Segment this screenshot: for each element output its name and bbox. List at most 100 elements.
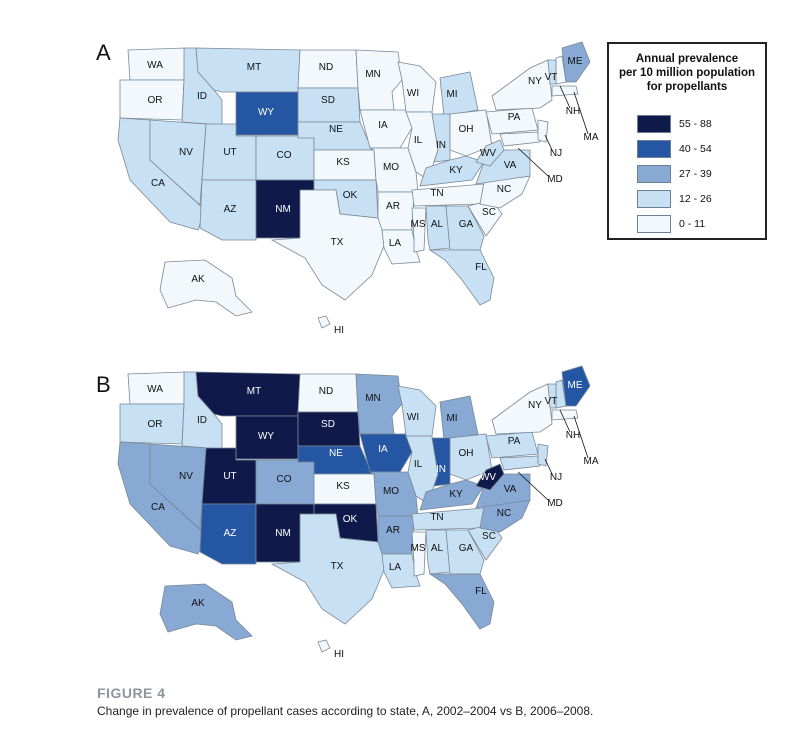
state-md bbox=[499, 131, 541, 147]
state-label-tx: TX bbox=[331, 561, 344, 572]
state-label-nd: ND bbox=[319, 386, 333, 397]
state-label-ny: NY bbox=[528, 76, 542, 87]
state-ak bbox=[159, 259, 253, 317]
state-label-tn: TN bbox=[430, 188, 443, 199]
state-label-me: ME bbox=[568, 56, 583, 67]
state-oh bbox=[449, 109, 493, 157]
state-label-ca: CA bbox=[151, 178, 165, 189]
state-label-mi: MI bbox=[446, 89, 457, 100]
leader-line-ma bbox=[573, 91, 589, 135]
state-label-nm: NM bbox=[275, 528, 291, 539]
state-wv bbox=[475, 463, 505, 491]
state-mn bbox=[355, 373, 403, 435]
state-label-or: OR bbox=[148, 95, 163, 106]
state-tx bbox=[270, 513, 389, 625]
state-label-ok: OK bbox=[343, 514, 358, 525]
state-label-fl: FL bbox=[475, 262, 487, 273]
legend-title-line: for propellants bbox=[646, 81, 728, 93]
state-label-az: AZ bbox=[224, 528, 237, 539]
state-wi bbox=[397, 61, 437, 113]
state-wi bbox=[397, 385, 437, 437]
figure-label: FIGURE 4 bbox=[97, 685, 166, 701]
state-label-vt: VT bbox=[545, 396, 558, 407]
state-label-me: ME bbox=[568, 380, 583, 391]
state-label-mn: MN bbox=[365, 69, 381, 80]
state-ia bbox=[359, 109, 413, 149]
state-label-la: LA bbox=[389, 562, 402, 573]
state-label-or: OR bbox=[148, 419, 163, 430]
leader-line-nj bbox=[544, 134, 554, 153]
state-label-wv: WV bbox=[480, 148, 496, 159]
state-label-ks: KS bbox=[336, 157, 350, 168]
leader-line-md bbox=[517, 147, 549, 177]
state-md bbox=[499, 455, 541, 471]
state-label-mt: MT bbox=[247, 386, 261, 397]
state-me bbox=[561, 41, 591, 83]
state-label-wa: WA bbox=[147, 60, 163, 71]
state-label-az: AZ bbox=[224, 204, 237, 215]
state-fl bbox=[428, 249, 495, 306]
state-label-hi: HI bbox=[334, 649, 344, 660]
state-nv bbox=[149, 443, 207, 530]
state-az bbox=[199, 503, 257, 565]
state-fl bbox=[428, 573, 495, 630]
state-label-ma: MA bbox=[584, 132, 599, 143]
state-label-va: VA bbox=[504, 484, 517, 495]
state-label-nv: NV bbox=[179, 147, 193, 158]
state-label-vt: VT bbox=[545, 72, 558, 83]
state-label-mo: MO bbox=[383, 486, 399, 497]
us-map-a: WA OR CA ID NV MT WY UT AZ CO NM ND SD NE KS OK TX MN IA MO… bbox=[117, 41, 599, 336]
state-label-pa: PA bbox=[508, 112, 521, 123]
state-label-wi: WI bbox=[407, 412, 419, 423]
legend-item: 0 - 11 bbox=[637, 214, 705, 234]
state-label-nc: NC bbox=[497, 508, 511, 519]
state-label-co: CO bbox=[277, 474, 292, 485]
state-label-ne: NE bbox=[329, 448, 343, 459]
leader-line-nh bbox=[559, 85, 571, 109]
state-label-nd: ND bbox=[319, 62, 333, 73]
state-label-in: IN bbox=[436, 140, 446, 151]
legend-label: 12 - 26 bbox=[679, 193, 712, 205]
state-label-id: ID bbox=[197, 415, 207, 426]
leader-line-nh bbox=[559, 409, 571, 433]
state-label-tx: TX bbox=[331, 237, 344, 248]
state-label-il: IL bbox=[414, 135, 423, 146]
state-label-wy: WY bbox=[258, 431, 274, 442]
state-label-pa: PA bbox=[508, 436, 521, 447]
state-mn bbox=[355, 49, 403, 111]
map-legend: Annual prevalence per 10 million populat… bbox=[607, 42, 767, 240]
state-label-ar: AR bbox=[386, 201, 400, 212]
state-hi bbox=[317, 639, 331, 653]
map-panel-a: WA OR CA ID NV MT WY UT AZ CO NM ND SD NE KS OK TX MN IA MO… bbox=[0, 0, 800, 360]
state-label-ok: OK bbox=[343, 190, 358, 201]
state-ga bbox=[445, 205, 485, 251]
state-ma bbox=[551, 409, 579, 421]
state-ga bbox=[445, 529, 485, 575]
state-al bbox=[425, 205, 451, 251]
state-label-wv: WV bbox=[480, 472, 496, 483]
legend-item: 40 - 54 bbox=[637, 139, 712, 159]
state-label-ut: UT bbox=[223, 147, 236, 158]
state-label-nj: NJ bbox=[550, 148, 562, 159]
state-label-ia: IA bbox=[378, 120, 388, 131]
legend-swatch bbox=[637, 215, 671, 233]
state-al bbox=[425, 529, 451, 575]
state-label-ak: AK bbox=[191, 598, 205, 609]
state-label-nj: NJ bbox=[550, 472, 562, 483]
legend-title-line: Annual prevalence bbox=[635, 53, 739, 65]
state-label-ne: NE bbox=[329, 124, 343, 135]
state-label-sd: SD bbox=[321, 95, 335, 106]
state-ia bbox=[359, 433, 413, 473]
legend-label: 0 - 11 bbox=[679, 218, 706, 230]
legend-title-line: per 10 million population bbox=[618, 67, 756, 79]
state-ms bbox=[411, 531, 427, 577]
state-label-nc: NC bbox=[497, 184, 511, 195]
leader-line-ma bbox=[573, 415, 589, 459]
legend-item: 55 - 88 bbox=[637, 114, 712, 134]
state-label-fl: FL bbox=[475, 586, 487, 597]
leader-line-nj bbox=[544, 458, 554, 477]
state-label-ms: MS bbox=[411, 219, 426, 230]
state-label-ga: GA bbox=[459, 543, 474, 554]
state-label-ut: UT bbox=[223, 471, 236, 482]
state-tx bbox=[270, 189, 389, 301]
